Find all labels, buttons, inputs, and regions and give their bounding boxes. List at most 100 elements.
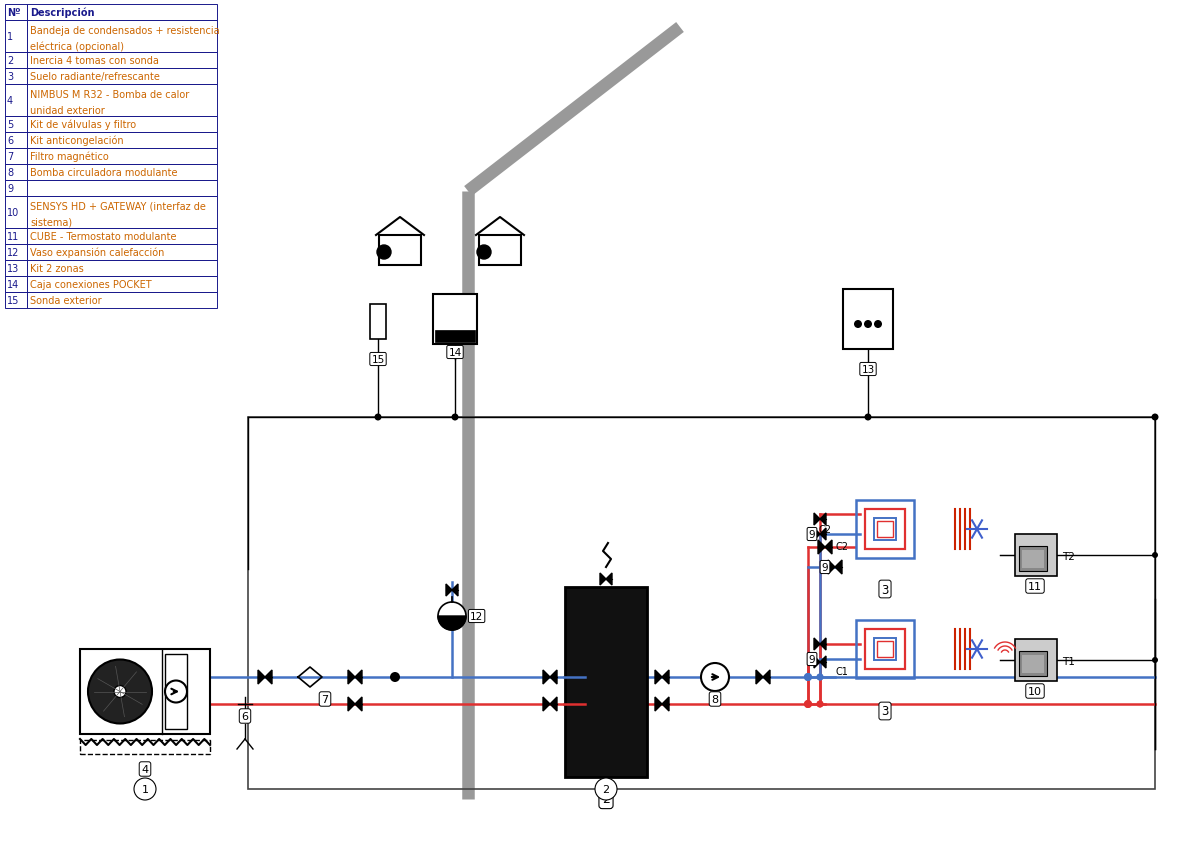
Circle shape	[817, 700, 824, 708]
Circle shape	[817, 674, 824, 681]
Bar	[1015, 534, 1057, 577]
Text: 6: 6	[242, 711, 249, 721]
Polygon shape	[820, 528, 826, 540]
Polygon shape	[825, 540, 832, 554]
Text: 9: 9	[808, 530, 816, 539]
Bar	[28, 197, 216, 229]
Bar	[865, 509, 905, 549]
Text: unidad exterior: unidad exterior	[30, 106, 105, 115]
Text: 10: 10	[1029, 686, 1042, 696]
Circle shape	[701, 664, 730, 691]
Text: Nº: Nº	[7, 8, 20, 18]
Text: Kit anticongelación: Kit anticongelación	[30, 136, 123, 146]
Polygon shape	[814, 514, 820, 525]
Polygon shape	[258, 670, 266, 684]
Text: 1: 1	[7, 32, 13, 42]
Text: 3: 3	[881, 583, 889, 595]
Bar	[5, 245, 28, 261]
Bar	[28, 21, 216, 53]
Bar	[28, 117, 216, 133]
Text: Sonda exterior: Sonda exterior	[30, 296, 102, 305]
Bar	[5, 21, 28, 53]
Polygon shape	[663, 697, 669, 711]
Polygon shape	[550, 697, 557, 711]
Text: 5: 5	[7, 120, 13, 130]
Polygon shape	[446, 584, 452, 596]
Bar	[28, 165, 216, 181]
Polygon shape	[820, 514, 826, 525]
Circle shape	[804, 700, 812, 708]
Bar	[28, 245, 216, 261]
Polygon shape	[655, 697, 663, 711]
Text: C2: C2	[835, 542, 848, 551]
Bar	[28, 53, 216, 69]
Text: sistema): sistema)	[30, 218, 72, 228]
Text: C1: C1	[835, 666, 848, 676]
Text: Inercia 4 tomas con sonda: Inercia 4 tomas con sonda	[30, 56, 159, 66]
Bar	[5, 229, 28, 245]
Polygon shape	[818, 540, 825, 554]
Polygon shape	[814, 528, 820, 540]
Polygon shape	[355, 697, 362, 711]
Circle shape	[864, 321, 872, 328]
Text: 1: 1	[141, 784, 148, 794]
Text: 13: 13	[7, 264, 19, 274]
Bar	[28, 261, 216, 276]
Text: 4: 4	[141, 764, 148, 774]
Text: 11: 11	[7, 232, 19, 241]
Circle shape	[374, 414, 382, 421]
Bar	[28, 133, 216, 148]
Bar	[435, 331, 475, 343]
Polygon shape	[820, 656, 826, 668]
Circle shape	[452, 414, 458, 421]
Text: 9: 9	[7, 183, 13, 194]
Text: 1: 1	[141, 784, 148, 794]
Polygon shape	[348, 670, 355, 684]
Polygon shape	[763, 670, 770, 684]
Text: 2: 2	[7, 56, 13, 66]
Bar	[28, 293, 216, 309]
Bar	[856, 501, 914, 559]
Circle shape	[817, 700, 824, 708]
Text: Bandeja de condensados + resistencia: Bandeja de condensados + resistencia	[30, 26, 220, 36]
Bar	[1015, 639, 1057, 682]
Text: SENSYS HD + GATEWAY (interfaz de: SENSYS HD + GATEWAY (interfaz de	[30, 201, 206, 212]
Text: 14: 14	[448, 347, 462, 357]
Circle shape	[804, 700, 812, 708]
Bar	[28, 181, 216, 197]
Bar	[433, 294, 477, 345]
Circle shape	[874, 321, 881, 328]
Bar	[480, 235, 521, 265]
Circle shape	[377, 246, 391, 259]
Polygon shape	[756, 670, 763, 684]
Bar	[248, 417, 1155, 789]
Polygon shape	[606, 573, 612, 585]
Bar	[5, 117, 28, 133]
Text: 3: 3	[881, 705, 889, 717]
Bar	[165, 654, 187, 729]
Text: 13: 13	[861, 364, 874, 374]
Text: 12: 12	[7, 247, 19, 258]
Circle shape	[817, 674, 824, 681]
Polygon shape	[663, 670, 669, 684]
Text: 10: 10	[7, 208, 19, 218]
Bar	[877, 521, 893, 537]
Bar	[877, 641, 893, 657]
Bar	[370, 305, 386, 339]
Bar	[5, 261, 28, 276]
Bar	[5, 69, 28, 85]
Text: 15: 15	[372, 355, 385, 364]
Polygon shape	[452, 584, 458, 596]
Text: Kit de válvulas y filtro: Kit de válvulas y filtro	[30, 119, 136, 131]
Bar	[856, 620, 914, 678]
Polygon shape	[543, 670, 550, 684]
Text: 6: 6	[7, 136, 13, 146]
Text: NIMBUS M R32 - Bomba de calor: NIMBUS M R32 - Bomba de calor	[30, 90, 189, 100]
Circle shape	[1152, 414, 1159, 421]
Bar	[883, 647, 887, 651]
Bar	[1023, 550, 1044, 568]
Bar	[5, 148, 28, 165]
Bar	[883, 527, 887, 531]
Text: 8: 8	[712, 694, 719, 705]
Polygon shape	[550, 670, 557, 684]
